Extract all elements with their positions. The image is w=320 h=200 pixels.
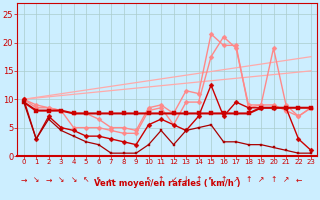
Text: ↖: ↖ [95, 175, 102, 184]
Text: ↗: ↗ [233, 175, 239, 184]
X-axis label: Vent moyen/en rafales ( km/h ): Vent moyen/en rafales ( km/h ) [94, 179, 241, 188]
Text: →: → [20, 175, 27, 184]
Text: ↑: ↑ [220, 175, 227, 184]
Text: ↘: ↘ [33, 175, 39, 184]
Text: ↖: ↖ [83, 175, 89, 184]
Text: →: → [45, 175, 52, 184]
Text: ←: ← [295, 175, 302, 184]
Text: ↑: ↑ [196, 175, 202, 184]
Text: ↙: ↙ [170, 175, 177, 184]
Text: ↘: ↘ [70, 175, 77, 184]
Text: ↖: ↖ [208, 175, 214, 184]
Text: ↑: ↑ [158, 175, 164, 184]
Text: ←: ← [108, 175, 114, 184]
Text: ↓: ↓ [183, 175, 189, 184]
Text: ↑: ↑ [245, 175, 252, 184]
Text: ↗: ↗ [258, 175, 264, 184]
Text: ↘: ↘ [58, 175, 64, 184]
Text: ↖: ↖ [145, 175, 152, 184]
Text: ↗: ↗ [283, 175, 289, 184]
Text: ↑: ↑ [270, 175, 277, 184]
